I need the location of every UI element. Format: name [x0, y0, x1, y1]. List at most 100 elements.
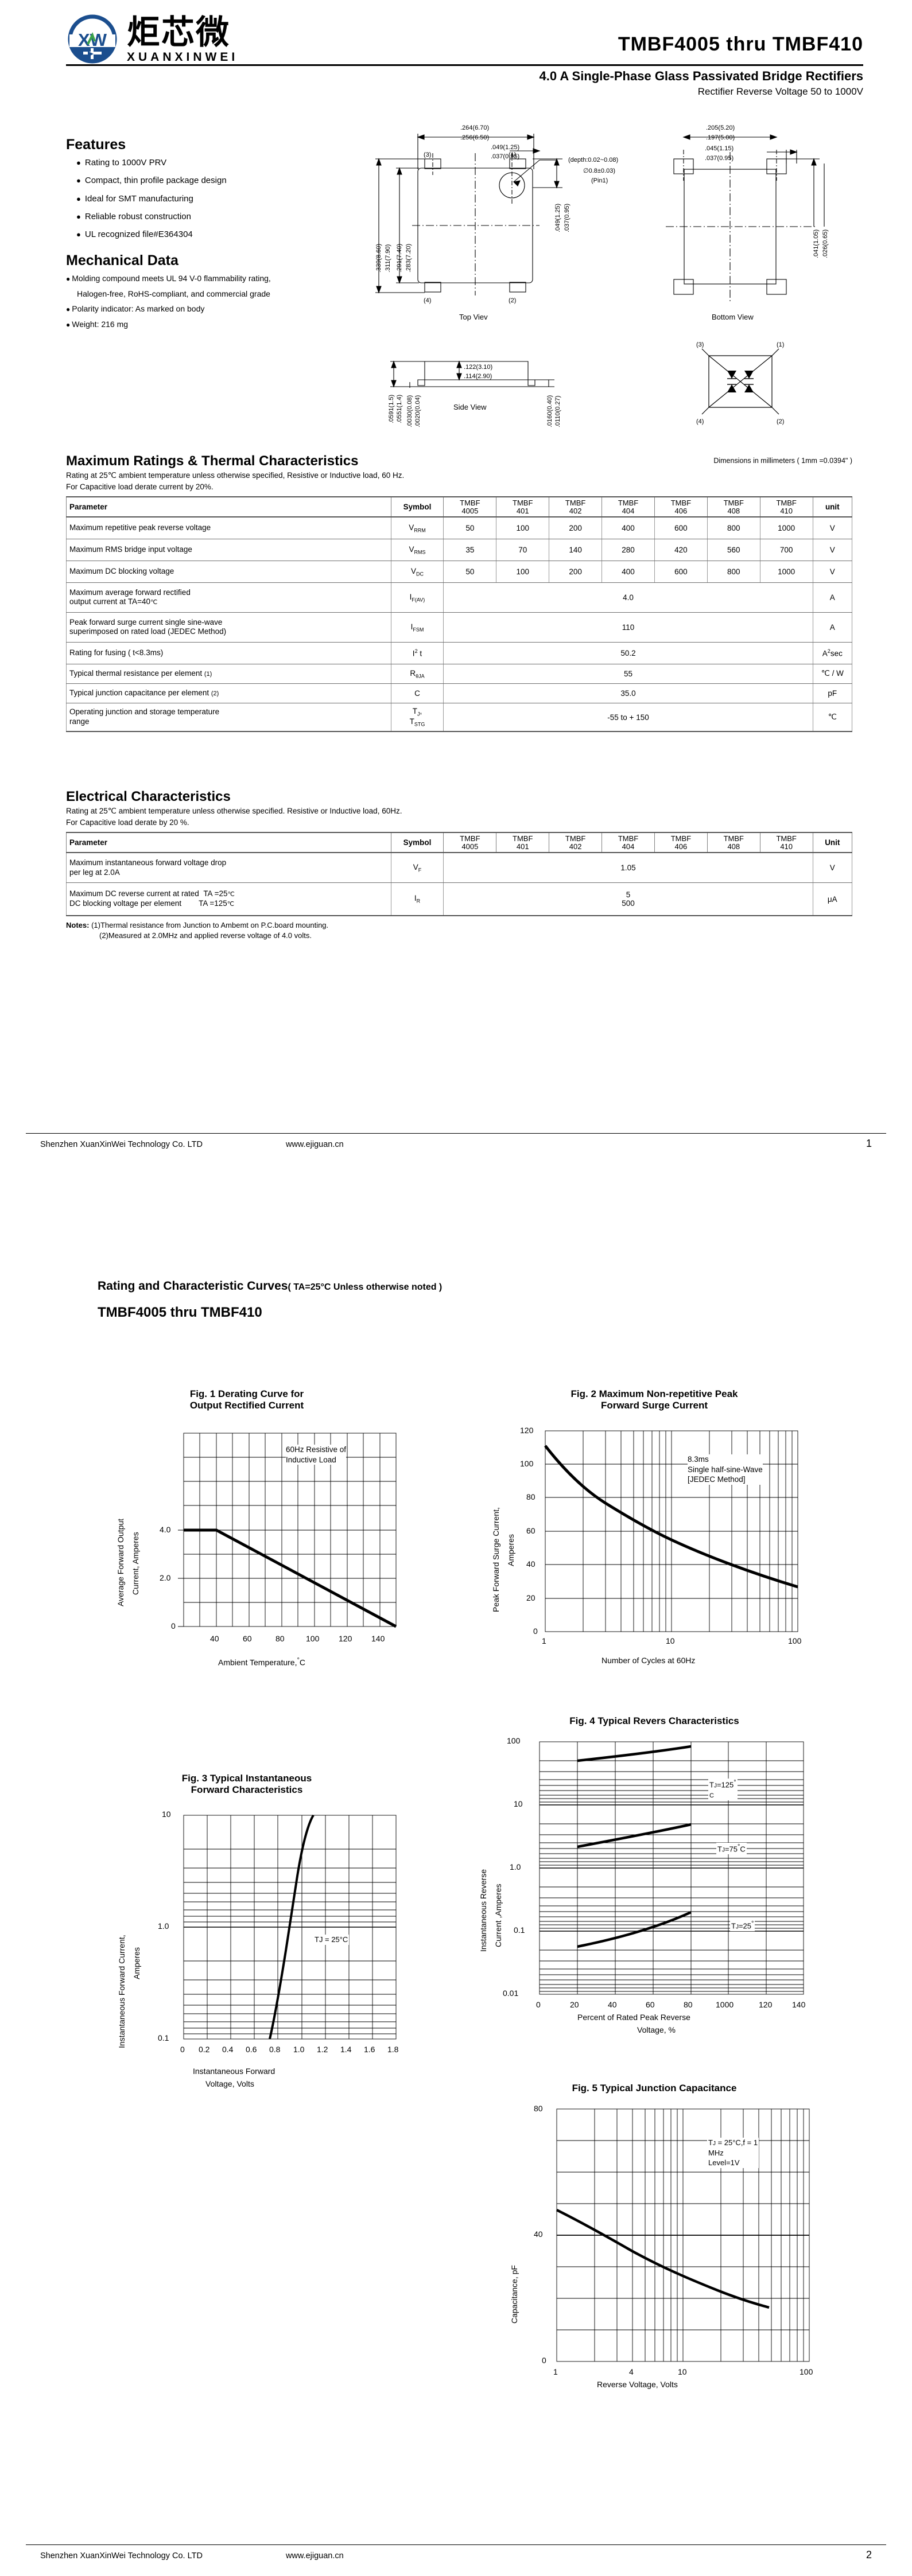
list-item: ● Compact, thin profile package design [76, 176, 364, 185]
page-footer: Shenzhen XuanXinWei Technology Co. LTD w… [26, 1133, 886, 1150]
fig4-xtick-60: 60 [646, 2000, 655, 2009]
dimensions-note: Dimensions in millimeters ( 1mm =0.0394"… [713, 457, 852, 465]
pin1-depth-note: (depth:0.02~0.08) [568, 157, 619, 164]
row-param: Maximum DC reverse current at rated TA =… [66, 882, 391, 917]
fig4-xtick-140: 140 [792, 2000, 806, 2009]
col-device-3: TMBF 404 [601, 832, 655, 854]
row-value: 70 [496, 538, 550, 561]
col-device-1: TMBF 401 [496, 496, 550, 518]
table-row: Maximum average forward rectified output … [66, 582, 853, 613]
company-logo: XW 炬芯微 XUANXINWEI [66, 13, 238, 65]
svg-text:(2): (2) [509, 297, 516, 304]
col-symbol: Symbol [390, 496, 444, 518]
fig4-ylabel-2: Current ,Amperes [494, 1884, 503, 1947]
list-item: ● Polarity indicator: As marked on body [66, 304, 387, 314]
dim-bottom-w-hi: .205(5.20) [706, 124, 735, 131]
row-param: Rating for fusing ( t<8.3ms) [66, 641, 391, 664]
elec-sub1: Rating at 25℃ ambient temperature unless… [66, 807, 402, 815]
row-value: 140 [549, 538, 603, 561]
fig3-xtick-02: 0.2 [199, 2045, 210, 2054]
row-symbol: VRMS [390, 538, 444, 561]
bullet-icon: ● [76, 176, 81, 185]
dim-h4: .283(7.20) [405, 243, 412, 273]
list-item: ● Weight: 216 mg [66, 320, 387, 330]
row-value: 280 [601, 538, 655, 561]
row-value: 800 [707, 560, 760, 583]
fig3-xlabel-2: Voltage, Volts [205, 2079, 254, 2088]
dim-side-d-lo: .0110(0.27) [554, 395, 561, 427]
fig4-xtick-20: 20 [570, 2000, 579, 2009]
row-value: 700 [759, 538, 813, 561]
row-value: 5 500 [443, 882, 813, 917]
row-symbol: IF(AV) [390, 582, 444, 613]
fig4-ytick-10: 10 [514, 1799, 523, 1808]
footer-company: Shenzhen XuanXinWei Technology Co. LTD [40, 1140, 203, 1149]
dim-side-a-hi: .0591(1.5) [388, 394, 395, 423]
row-symbol: IR [390, 882, 444, 917]
fig3-ytick-1: 1.0 [158, 1921, 169, 1931]
fig5-xtick-10: 10 [678, 2367, 687, 2376]
fig2-ytick-40: 40 [526, 1559, 535, 1569]
fig3-xtick-14: 1.4 [340, 2045, 352, 2054]
footer-website[interactable]: www.ejiguan.cn [285, 1140, 344, 1149]
col-device-5: TMBF 408 [707, 832, 760, 854]
col-device-6: TMBF 410 [759, 496, 813, 518]
fig4-ytick-01: 0.1 [514, 1925, 525, 1935]
dim-side-b-hi: .0030(0.08) [406, 395, 413, 427]
footer-website[interactable]: www.ejiguan.cn [285, 2551, 344, 2561]
dim-bottom-t-hi: .041(1.05) [813, 229, 820, 258]
svg-text:(4): (4) [696, 418, 704, 425]
product-subtitle: 4.0 A Single-Phase Glass Passivated Brid… [539, 69, 863, 83]
table-row: Typical junction capacitance per element… [66, 683, 853, 703]
fig1-ytick-2: 2.0 [160, 1573, 171, 1582]
row-param: Maximum average forward rectified output … [66, 582, 391, 613]
row-value: 600 [654, 516, 708, 539]
pin1-label-note: (Pin1) [591, 177, 608, 184]
svg-text:(1): (1) [777, 341, 784, 348]
page-2: Rating and Characteristic Curves( TA=25°… [0, 1165, 912, 2576]
col-parameter: Parameter [66, 496, 391, 518]
fig2-ytick-20: 20 [526, 1593, 535, 1602]
feature-label: UL recognized file#E364304 [84, 229, 193, 239]
feature-label: Compact, thin profile package design [84, 176, 227, 186]
bullet-icon: ● [76, 194, 81, 203]
fig3-xtick-12: 1.2 [317, 2045, 328, 2054]
row-value: 400 [601, 516, 655, 539]
logo-english-name: XUANXINWEI [127, 50, 239, 64]
row-unit: A2sec [812, 641, 853, 664]
row-symbol: VRRM [390, 516, 444, 539]
row-value: 200 [549, 560, 603, 583]
figure-2: Fig. 2 Maximum Non-repetitive Peak Forwar… [465, 1388, 844, 1710]
dim-h2: .311(7.90) [385, 244, 391, 273]
row-symbol: IFSM [390, 612, 444, 643]
row-unit: V [812, 538, 853, 561]
fig5-title: Fig. 5 Typical Junction Capacitance [572, 2083, 737, 2094]
fig5-xtick-4: 4 [629, 2367, 634, 2376]
fig4-xtick-1000: 1000 [716, 2000, 734, 2009]
row-param: Typical junction capacitance per element… [66, 683, 391, 703]
table-row: Typical thermal resistance per element (… [66, 663, 853, 684]
max-ratings-sub1: Rating at 25℃ ambient temperature unless… [66, 471, 405, 480]
row-value: 110 [443, 612, 813, 643]
row-unit: V [812, 852, 853, 883]
electrical-characteristics-section: Electrical Characteristics Rating at 25℃… [66, 789, 853, 940]
fig5-xtick-100: 100 [800, 2367, 813, 2376]
fig5-ytick-0: 0 [542, 2356, 546, 2365]
fig3-xtick-18: 1.8 [387, 2045, 399, 2054]
row-value: 55 [443, 663, 813, 684]
col-device-0: TMBF 4005 [443, 496, 497, 518]
pin1-diameter-note: ∅0.8±0.03) [583, 168, 615, 174]
row-value: 50 [443, 516, 497, 539]
feature-label: Rating to 1000V PRV [84, 158, 167, 168]
elec-title: Electrical Characteristics [66, 789, 231, 804]
fig3-xtick-06: 0.6 [246, 2045, 257, 2054]
fig4-xlabel-2: Voltage, % [637, 2025, 676, 2034]
col-parameter: Parameter [66, 832, 391, 854]
row-value: 1000 [759, 516, 813, 539]
fig3-xtick-04: 0.4 [222, 2045, 234, 2054]
row-value: 50.2 [443, 641, 813, 664]
row-symbol: C [390, 683, 444, 703]
list-item: ● Rating to 1000V PRV [76, 158, 364, 168]
electrical-table: Parameter Symbol TMBF 4005 TMBF 401 TMBF 40… [66, 832, 853, 917]
row-value: 560 [707, 538, 760, 561]
